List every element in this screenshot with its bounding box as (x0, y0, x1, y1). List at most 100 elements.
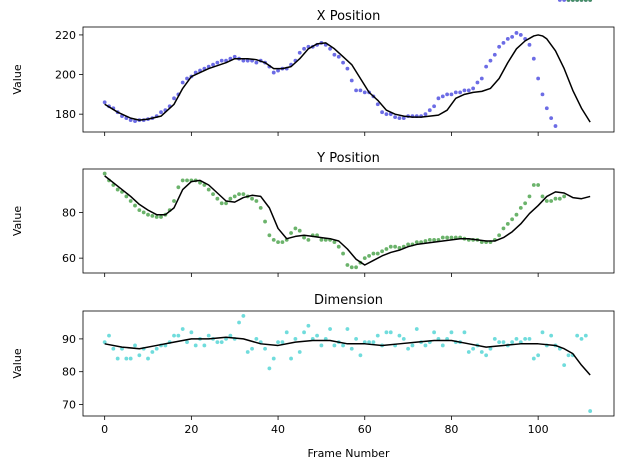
chart-2-data-point (540, 194, 545, 199)
chart-3-data-point (410, 343, 415, 348)
chart-2-y-axis-label: Value (11, 206, 24, 236)
chart-2-data-point (254, 199, 259, 203)
chart-3-data-point (388, 330, 393, 335)
chart-1-data-point (332, 52, 337, 57)
chart-2-data-point (319, 237, 324, 242)
chart-2-data-point (449, 235, 454, 240)
chart-1-data-point (276, 68, 280, 73)
chart-3-data-point (414, 327, 419, 331)
chart-2-data-point (219, 201, 224, 206)
chart-3-data-point (102, 340, 107, 345)
chart-2-data-point (137, 208, 142, 213)
chart-1-data-point (445, 92, 450, 97)
chart-2-data-point (289, 231, 293, 235)
chart-3-data-point (189, 330, 194, 335)
chart-3-data-point (549, 333, 554, 338)
chart-1-data-point (380, 110, 384, 115)
chart-3-data-point (302, 330, 306, 335)
chart-3-data-point (406, 346, 410, 351)
chart-3-data-point (176, 333, 181, 338)
chart-3-data-point (241, 314, 246, 318)
chart-1-data-point (432, 104, 437, 109)
chart-1-data-point (488, 58, 493, 63)
chart-3-data-point (172, 333, 176, 338)
chart-2-data-point (332, 240, 337, 245)
chart-2-data-point (388, 244, 393, 249)
chart-2-data-point (362, 256, 367, 261)
chart-3-data-point (276, 340, 280, 345)
chart-2-data-point (150, 213, 155, 218)
chart-2-data-point (271, 237, 276, 242)
chart-3-data-point (328, 327, 332, 331)
chart-2-data-point (544, 199, 549, 203)
chart-2-title: Y Position (316, 151, 380, 166)
chart-3-data-point (501, 340, 506, 345)
chart-1-data-point (440, 94, 445, 99)
chart-1-data-point (475, 80, 480, 85)
chart-3-x-tick-label: 0 (101, 423, 108, 436)
chart-1-data-point (518, 33, 523, 37)
chart-2-data-point (237, 192, 241, 197)
chart-2-data-point (414, 240, 419, 245)
chart-1-data-point (133, 119, 137, 123)
chart-2-data-point (228, 196, 233, 201)
chart-2-data-point (302, 235, 306, 240)
chart-1-data-point (245, 58, 250, 63)
chart-2-data-point (267, 233, 272, 238)
chart-1-y-axis-label: Value (11, 64, 24, 94)
chart-3-y-tick-label: 70 (62, 399, 76, 412)
chart-2-data-point (211, 192, 215, 197)
chart-3-data-point (575, 333, 580, 338)
chart-3-data-point (293, 336, 298, 341)
chart-1-data-point (185, 76, 189, 81)
chart-3-data-point (271, 356, 276, 361)
chart-3-axes-frame (82, 310, 615, 417)
chart-3-data-point (185, 340, 189, 345)
chart-1-data-point (479, 76, 484, 81)
chart-2-data-point (133, 203, 137, 208)
chart-2-data-point (293, 226, 298, 231)
chart-3-data-point (397, 333, 402, 338)
chart-1-data-point (219, 58, 224, 63)
chart-1-data-point (358, 88, 363, 93)
chart-2-data-point (354, 265, 358, 270)
chart-1-data-point (211, 62, 215, 67)
chart-3-data-point (263, 346, 267, 351)
chart-1-data-point (336, 54, 341, 59)
chart-3-y-tick-label: 80 (62, 366, 76, 379)
chart-2-data-point (497, 233, 502, 238)
chart-2-data-point (527, 194, 532, 199)
chart-2-data-point (176, 185, 181, 190)
chart-1-data-point (527, 42, 532, 47)
chart-1-data-point (484, 64, 489, 69)
chart-3-x-tick-label: 100 (528, 423, 549, 436)
chart-3-data-point (250, 346, 254, 351)
chart-3-data-point (375, 333, 380, 338)
chart-2-data-point (518, 205, 523, 210)
chart-2-data-point (250, 196, 254, 201)
chart-1-data-point (462, 88, 467, 93)
chart-1-data-point (349, 78, 354, 83)
chart-2-data-point (141, 210, 146, 215)
chart-3-data-point (137, 353, 142, 358)
chart-2-data-point (575, 0, 580, 2)
chart-3-data-point (280, 340, 285, 345)
chart-1-data-point (531, 56, 536, 61)
chart-2-data-point (345, 263, 350, 267)
chart-2-data-point (306, 237, 311, 242)
chart-3-data-point (462, 330, 467, 335)
chart-3-data-point (384, 330, 389, 335)
chart-3-data-point (219, 340, 224, 345)
chart-2-data-point (371, 251, 376, 256)
chart-2-data-point (206, 187, 211, 192)
chart-2-data-point (562, 194, 567, 199)
chart-1-data-point (271, 70, 276, 75)
chart-3-x-tick-label: 40 (271, 423, 285, 436)
chart-2-data-point (445, 235, 450, 240)
chart-3-title: Dimension (314, 293, 383, 308)
chart-2-data-point (384, 247, 389, 251)
chart-3-data-point (133, 343, 137, 348)
chart-1-data-point (215, 60, 220, 65)
chart-1-data-point (427, 108, 432, 113)
